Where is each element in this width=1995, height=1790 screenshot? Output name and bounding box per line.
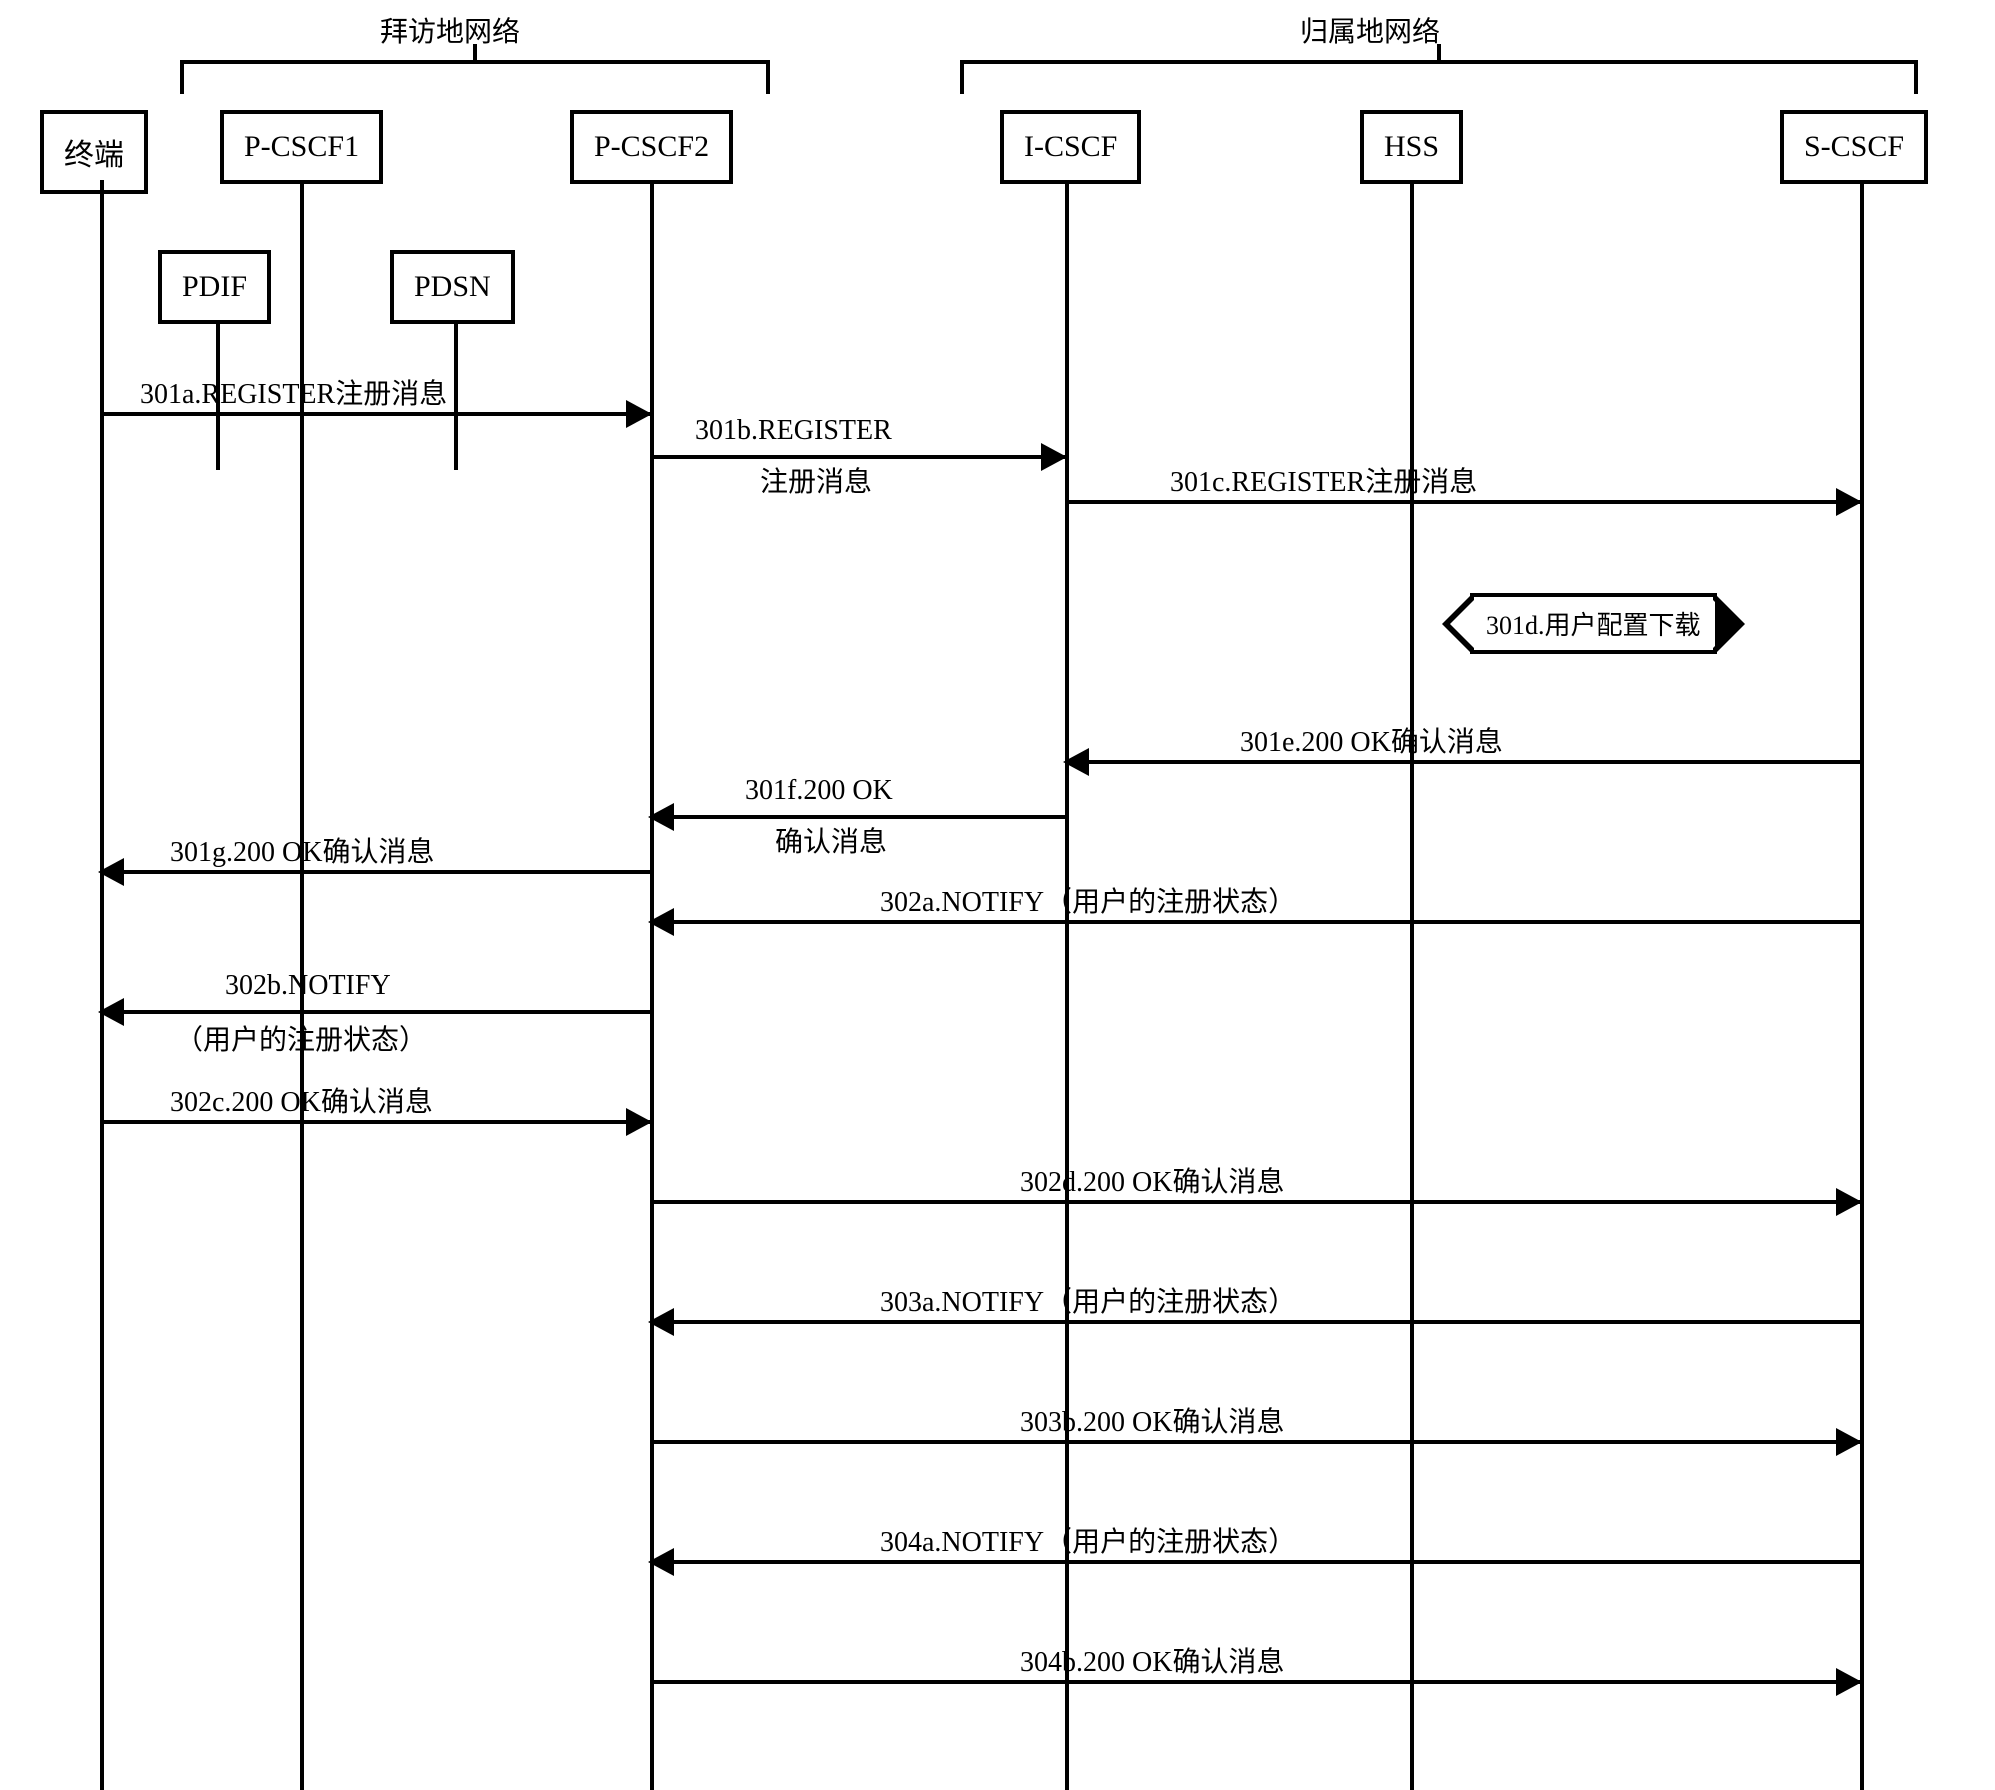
msg-301a — [100, 412, 650, 416]
msg-303b-label: 303b.200 OK确认消息 — [1020, 1400, 1284, 1440]
msg-301g — [100, 870, 650, 874]
msg-301d-label: 301d.用户配置下载 — [1486, 611, 1701, 640]
msg-301e — [1065, 760, 1860, 764]
msg-304a-label: 304a.NOTIFY（用户的注册状态） — [880, 1520, 1296, 1560]
msg-304a — [650, 1560, 1860, 1564]
msg-301b — [650, 455, 1065, 459]
visited-network-label: 拜访地网络 — [380, 10, 520, 50]
msg-302a-label: 302a.NOTIFY（用户的注册状态） — [880, 880, 1296, 920]
msg-302c — [100, 1120, 650, 1124]
msg-304b — [650, 1680, 1860, 1684]
msg-301c — [1065, 500, 1860, 504]
msg-301f — [650, 815, 1065, 819]
actor-pcscf1: P-CSCF1 — [220, 110, 383, 184]
subbox-pdif: PDIF — [158, 250, 271, 324]
msg-301f-label2: 确认消息 — [775, 820, 887, 860]
actor-terminal: 终端 — [40, 110, 148, 194]
actor-icscf: I-CSCF — [1000, 110, 1141, 184]
msg-301b-label: 301b.REGISTER — [695, 415, 892, 447]
msg-303a — [650, 1320, 1860, 1324]
msg-301d: 301d.用户配置下载 — [1470, 593, 1717, 654]
actor-pcscf2: P-CSCF2 — [570, 110, 733, 184]
msg-301c-label: 301c.REGISTER注册消息 — [1170, 460, 1477, 500]
msg-302c-label: 302c.200 OK确认消息 — [170, 1080, 433, 1120]
actor-hss: HSS — [1360, 110, 1463, 184]
lifeline-scscf — [1860, 180, 1864, 1790]
lifeline-hss — [1410, 180, 1414, 1790]
visited-network-bracket — [180, 60, 770, 90]
subbox-pdsn: PDSN — [390, 250, 515, 324]
msg-302d — [650, 1200, 1860, 1204]
msg-304b-label: 304b.200 OK确认消息 — [1020, 1640, 1284, 1680]
msg-301b-label2: 注册消息 — [760, 460, 872, 500]
actor-scscf: S-CSCF — [1780, 110, 1928, 184]
msg-301g-label: 301g.200 OK确认消息 — [170, 830, 434, 870]
msg-302d-label: 302d.200 OK确认消息 — [1020, 1160, 1284, 1200]
msg-302b — [100, 1010, 650, 1014]
msg-303b — [650, 1440, 1860, 1444]
lifeline-terminal — [100, 180, 104, 1790]
lifeline-pdsn — [454, 320, 458, 470]
msg-302b-label: 302b.NOTIFY — [225, 970, 391, 1002]
msg-303a-label: 303a.NOTIFY（用户的注册状态） — [880, 1280, 1296, 1320]
home-network-bracket — [960, 60, 1918, 90]
msg-302a — [650, 920, 1860, 924]
msg-301f-label: 301f.200 OK — [745, 775, 893, 807]
msg-301e-label: 301e.200 OK确认消息 — [1240, 720, 1503, 760]
msg-302b-label2: （用户的注册状态） — [175, 1018, 427, 1058]
msg-301a-label: 301a.REGISTER注册消息 — [140, 372, 447, 412]
home-network-label: 归属地网络 — [1300, 10, 1440, 50]
